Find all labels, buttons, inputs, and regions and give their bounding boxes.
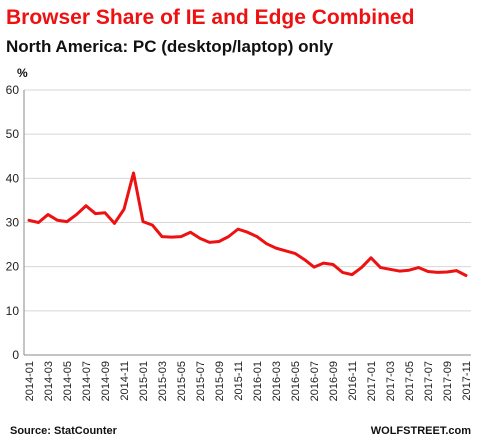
data-point-2014-12 xyxy=(132,171,135,175)
data-point-2015-09 xyxy=(217,240,221,243)
data-point-2014-05 xyxy=(65,220,69,223)
axes xyxy=(23,90,471,356)
series-layer xyxy=(27,171,468,277)
y-tick-label-50: 50 xyxy=(6,127,20,141)
x-tick-label-2014-07: 2014-07 xyxy=(81,361,93,401)
x-tick-label-2014-09: 2014-09 xyxy=(100,361,112,401)
x-tick-label-2014-03: 2014-03 xyxy=(43,361,55,401)
data-point-2015-01 xyxy=(141,220,145,223)
y-tick-label-0: 0 xyxy=(12,348,19,362)
data-point-2014-06 xyxy=(75,213,78,216)
x-tick-label-2017-05: 2017-05 xyxy=(404,361,416,401)
data-point-2017-04 xyxy=(398,269,401,273)
y-tick-label-40: 40 xyxy=(6,171,20,185)
data-point-2015-05 xyxy=(179,235,183,238)
x-tick-label-2015-11: 2015-11 xyxy=(233,361,245,401)
x-tick-label-2017-01: 2017-01 xyxy=(366,361,378,401)
x-tick-label-2017-09: 2017-09 xyxy=(442,361,454,401)
data-point-2014-04 xyxy=(56,219,59,222)
x-tick-label-2017-03: 2017-03 xyxy=(385,361,397,401)
data-point-2014-10 xyxy=(113,222,116,225)
data-point-2017-08 xyxy=(436,271,439,274)
chart-subtitle: North America: PC (desktop/laptop) only xyxy=(6,37,334,56)
y-axis-unit-label: % xyxy=(17,66,28,80)
x-tick-label-2014-01: 2014-01 xyxy=(24,361,36,401)
data-point-2016-07 xyxy=(312,265,316,269)
data-point-2016-10 xyxy=(341,271,344,274)
x-tick-label-2014-05: 2014-05 xyxy=(62,361,74,401)
data-point-2015-08 xyxy=(208,241,211,244)
data-point-2015-10 xyxy=(227,235,230,238)
data-point-2015-12 xyxy=(246,231,249,234)
data-point-2016-06 xyxy=(303,258,306,261)
y-tick-label-20: 20 xyxy=(6,260,20,274)
x-tick-label-2014-11: 2014-11 xyxy=(119,361,131,401)
data-point-2017-01 xyxy=(369,256,373,260)
data-point-2016-09 xyxy=(331,263,335,266)
data-point-2015-04 xyxy=(170,235,173,239)
data-point-2014-08 xyxy=(94,212,97,215)
data-point-2017-02 xyxy=(379,266,382,269)
brand-label: WOLFSTREET.com xyxy=(371,425,471,437)
x-tick-label-2016-11: 2016-11 xyxy=(347,361,359,401)
data-point-2016-12 xyxy=(360,266,363,269)
x-tick-label-2015-07: 2015-07 xyxy=(195,361,207,401)
data-point-2016-11 xyxy=(350,273,354,276)
data-point-2017-09 xyxy=(445,270,449,274)
data-point-2017-06 xyxy=(417,266,420,269)
data-point-2017-05 xyxy=(407,269,411,272)
data-point-2017-03 xyxy=(388,268,392,271)
data-point-2014-07 xyxy=(84,204,88,207)
x-tick-label-2015-01: 2015-01 xyxy=(138,361,150,401)
data-point-2015-07 xyxy=(198,237,202,240)
data-point-2015-06 xyxy=(189,231,192,234)
data-point-2014-09 xyxy=(103,211,107,214)
x-tick-label-2016-07: 2016-07 xyxy=(309,361,321,401)
gridlines xyxy=(24,89,471,312)
x-tick-label-2015-03: 2015-03 xyxy=(157,361,169,401)
x-axis-tick-labels: 2014-01 2014-03 2014-05 2014-07 2014-09 2014-… xyxy=(24,361,473,401)
data-point-2017-11 xyxy=(464,274,468,277)
series-line-0 xyxy=(27,171,468,277)
y-axis-tick-labels: 0 10 20 30 40 50 60 xyxy=(6,83,20,362)
x-tick-label-2015-05: 2015-05 xyxy=(176,361,188,401)
data-point-2016-05 xyxy=(293,252,297,255)
data-point-2014-02 xyxy=(37,221,40,224)
data-point-2014-01 xyxy=(27,219,31,222)
x-tick-label-2015-09: 2015-09 xyxy=(214,361,226,401)
x-tick-label-2016-03: 2016-03 xyxy=(271,361,283,401)
x-tick-label-2016-05: 2016-05 xyxy=(290,361,302,401)
data-point-2016-01 xyxy=(255,235,259,238)
x-tick-label-2016-09: 2016-09 xyxy=(328,361,340,401)
chart-title: Browser Share of IE and Edge Combined xyxy=(6,6,414,29)
y-tick-label-60: 60 xyxy=(6,83,20,97)
source-note: Source: StatCounter xyxy=(10,425,118,437)
x-tick-label-2016-01: 2016-01 xyxy=(252,361,264,401)
y-tick-label-10: 10 xyxy=(6,304,20,318)
x-tick-label-2017-07: 2017-07 xyxy=(423,361,435,401)
data-point-2014-11 xyxy=(122,208,126,211)
data-point-2015-11 xyxy=(236,227,240,231)
data-point-2016-03 xyxy=(274,246,278,250)
data-point-2016-04 xyxy=(284,249,287,252)
data-point-2016-08 xyxy=(322,261,325,265)
data-point-2017-10 xyxy=(455,269,458,272)
data-point-2015-03 xyxy=(160,235,164,238)
data-point-2017-07 xyxy=(426,270,430,273)
data-point-2015-02 xyxy=(151,223,154,227)
x-tick-label-2017-11: 2017-11 xyxy=(461,361,473,401)
data-point-2016-02 xyxy=(265,242,268,245)
data-point-2014-03 xyxy=(46,213,50,216)
y-tick-label-30: 30 xyxy=(6,216,20,230)
